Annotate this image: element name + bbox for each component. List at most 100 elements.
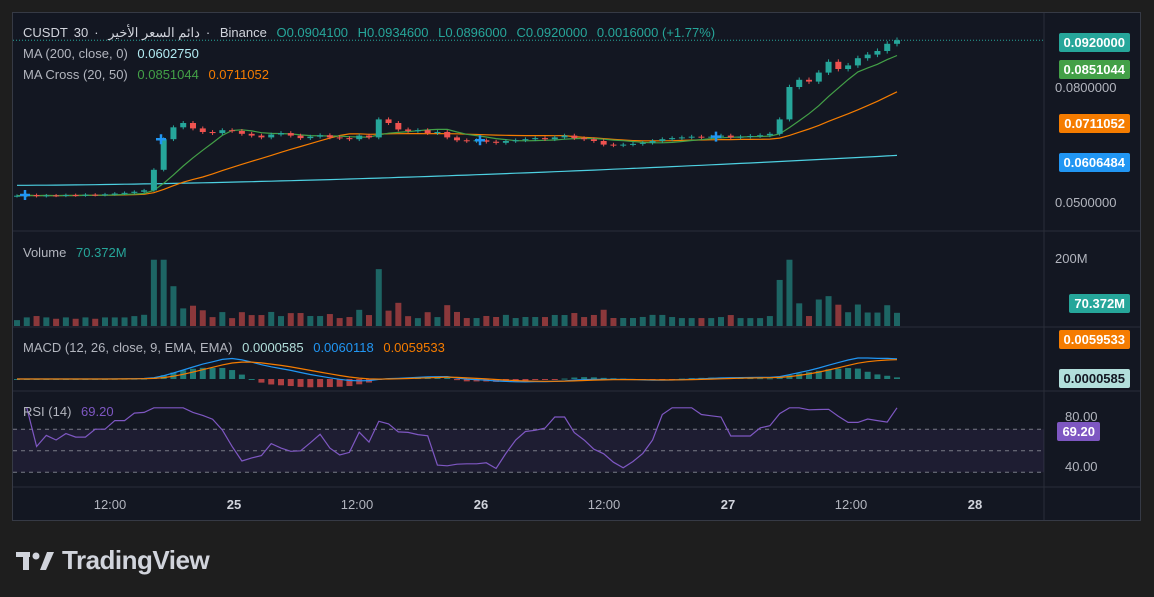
volume-bar (14, 320, 20, 326)
volume-bar (532, 317, 539, 326)
candle-body (542, 138, 548, 140)
candle-body (356, 135, 363, 140)
candle-body (414, 130, 421, 132)
macd-histogram-bar (532, 379, 539, 381)
volume-bar (405, 316, 412, 326)
volume-bar (678, 318, 685, 326)
volume-bar (874, 312, 881, 326)
candle-body (649, 141, 656, 143)
macd-legend[interactable]: MACD (12, 26, close, 9, EMA, EMA) 0.0000… (23, 340, 451, 355)
candle-body (395, 123, 402, 130)
interval-label[interactable]: 30 (73, 25, 89, 40)
macd-histogram-bar (796, 373, 803, 379)
symbol-label[interactable]: CUSDT (23, 25, 68, 40)
macd-histogram-bar (522, 379, 529, 381)
rsi-title: RSI (14) (23, 404, 72, 419)
volume-legend[interactable]: Volume 70.372M (23, 245, 133, 260)
candle-body (854, 58, 861, 66)
macd-histogram-bar (463, 379, 470, 382)
ma-legend[interactable]: MA (200, close, 0) 0.0602750 (23, 46, 205, 61)
candle-body (121, 192, 128, 194)
candle-body (639, 142, 646, 144)
volume-bar (33, 316, 40, 326)
candle-body (502, 141, 509, 143)
candle-body (150, 169, 157, 191)
rsi-legend[interactable]: RSI (14) 69.20 (23, 404, 120, 419)
ma-cross-slow-line (16, 91, 898, 197)
candle-body (581, 138, 588, 140)
open-value: O0.0904100 (276, 25, 349, 40)
candle-body (170, 127, 177, 140)
macd-histogram-bar (874, 374, 881, 379)
time-label: 25 (226, 497, 242, 512)
candle-body (209, 132, 216, 134)
candle-body (307, 136, 314, 139)
chart-frame[interactable]: CUSDT 30 · دائم السعر الأخير · Binance O0.0… (12, 12, 1141, 521)
candle-body (385, 119, 392, 123)
candle-body (53, 195, 60, 197)
volume-bar (278, 316, 284, 326)
volume-bar (502, 314, 509, 326)
volume-bar (199, 310, 206, 326)
macd-signal-value: 0.0059533 (383, 340, 445, 355)
volume-bar (434, 317, 441, 326)
fast-ma-tag: 0.0851044 (1058, 60, 1130, 79)
candle-body (786, 87, 793, 120)
volume-bar (483, 315, 490, 326)
price-tick-0080: 0.0800000 (1055, 80, 1117, 95)
volume-bar (542, 317, 548, 326)
candle-body (845, 65, 852, 69)
volume-bar (395, 302, 402, 326)
time-label: 12:00 (340, 497, 374, 512)
close-value: C0.0920000 (516, 25, 588, 40)
volume-bar (43, 317, 50, 326)
volume-tag: 70.372M (1069, 294, 1130, 313)
low-value: L0.0896000 (438, 25, 507, 40)
volume-bar (815, 299, 822, 326)
chart-canvas[interactable] (13, 13, 1141, 521)
candle-body (92, 194, 99, 196)
volume-bar (688, 318, 695, 326)
candle-body (806, 79, 812, 82)
tradingview-logo-icon (16, 551, 54, 570)
volume-bar (659, 314, 666, 326)
candle-body (571, 135, 578, 139)
volume-bar (551, 314, 558, 326)
macd-histogram-bar (444, 377, 451, 379)
volume-bar (590, 314, 597, 326)
volume-bar (600, 309, 607, 326)
macd-histogram-bar (297, 379, 304, 387)
candle-body (72, 195, 79, 196)
macd-histogram-bar (229, 370, 236, 379)
macd-histogram-bar (590, 377, 597, 379)
ma-cross-legend[interactable]: MA Cross (20, 50) 0.0851044 0.0711052 (23, 67, 275, 82)
macd-histogram-bar (317, 379, 324, 388)
ma-cross-fast-value: 0.0851044 (137, 67, 199, 82)
candle-body (727, 135, 734, 138)
candle-body (737, 136, 744, 138)
volume-bar (727, 315, 734, 326)
volume-bar (121, 317, 128, 326)
candle-body (620, 144, 627, 146)
macd-histogram-bar (434, 377, 441, 379)
candle-body (268, 134, 275, 138)
candle-body (630, 143, 636, 145)
candle-body (375, 119, 382, 138)
volume-bar (894, 312, 900, 326)
candle-body (258, 135, 265, 138)
candle-body (678, 137, 685, 139)
macd-histogram-bar (356, 379, 363, 385)
macd-histogram-bar (219, 367, 226, 379)
candle-body (346, 138, 353, 140)
candle-body (884, 43, 891, 51)
time-label: 26 (473, 497, 489, 512)
time-label: 12:00 (93, 497, 127, 512)
volume-tick-200m: 200M (1055, 251, 1088, 266)
candle-body (102, 194, 108, 196)
main-legend: CUSDT 30 · دائم السعر الأخير · Binance O0.0… (23, 25, 716, 40)
ma-cross-slow-value: 0.0711052 (208, 67, 269, 82)
tradingview-brand[interactable]: TradingView (16, 545, 210, 576)
candle-body (757, 135, 764, 137)
candle-body (278, 133, 284, 135)
macd-histogram-bar (278, 379, 284, 386)
